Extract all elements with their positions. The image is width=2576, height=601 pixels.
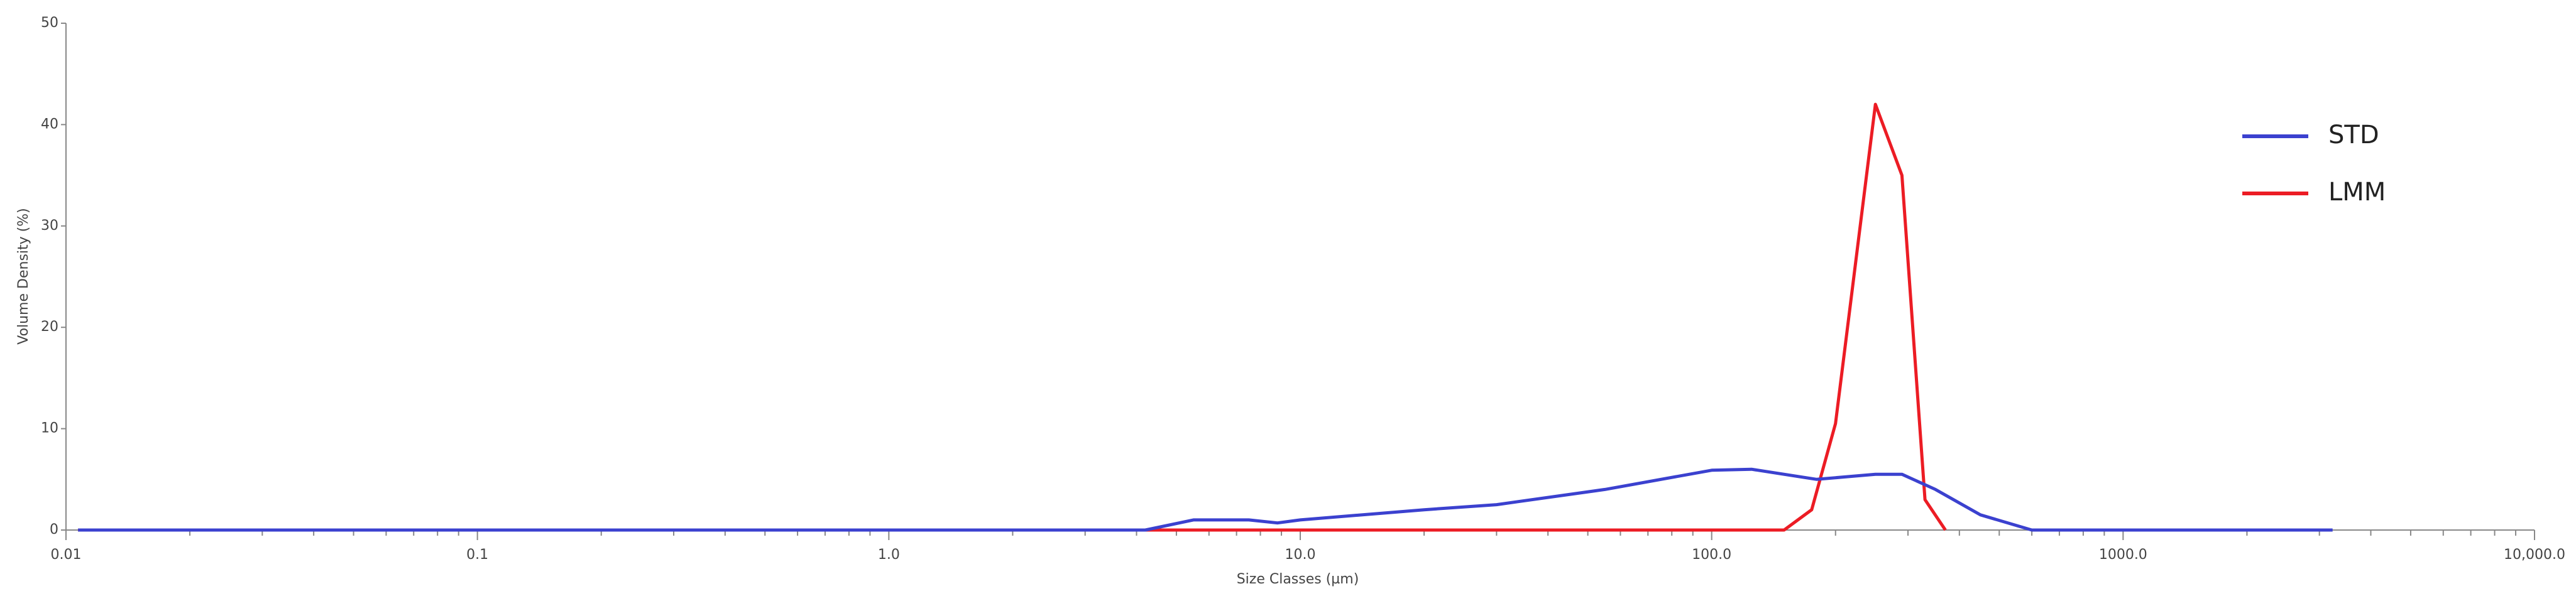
x-tick-label: 10.0 [1285, 547, 1316, 563]
y-tick-label: 10 [41, 421, 58, 436]
y-axis-title: Volume Density (%) [16, 208, 31, 345]
y-tick-label: 40 [41, 116, 58, 132]
legend-label: STD [2328, 121, 2379, 149]
x-tick-label: 1000.0 [2099, 547, 2147, 563]
y-tick-label: 30 [41, 218, 58, 234]
legend-label: LMM [2328, 178, 2386, 207]
x-axis-title: Size Classes (µm) [1237, 571, 1359, 587]
x-tick-label: 1.0 [878, 547, 900, 563]
series-line [78, 467, 2333, 532]
series-line [78, 102, 1947, 532]
y-tick-label: 20 [41, 319, 58, 335]
x-tick-label: 0.1 [466, 547, 488, 563]
x-tick-label: 10,000.0 [2504, 547, 2565, 563]
x-tick-label: 0.01 [51, 547, 82, 563]
y-tick-label: 50 [41, 15, 58, 31]
y-tick-label: 0 [50, 522, 58, 538]
x-tick-label: 100.0 [1692, 547, 1731, 563]
